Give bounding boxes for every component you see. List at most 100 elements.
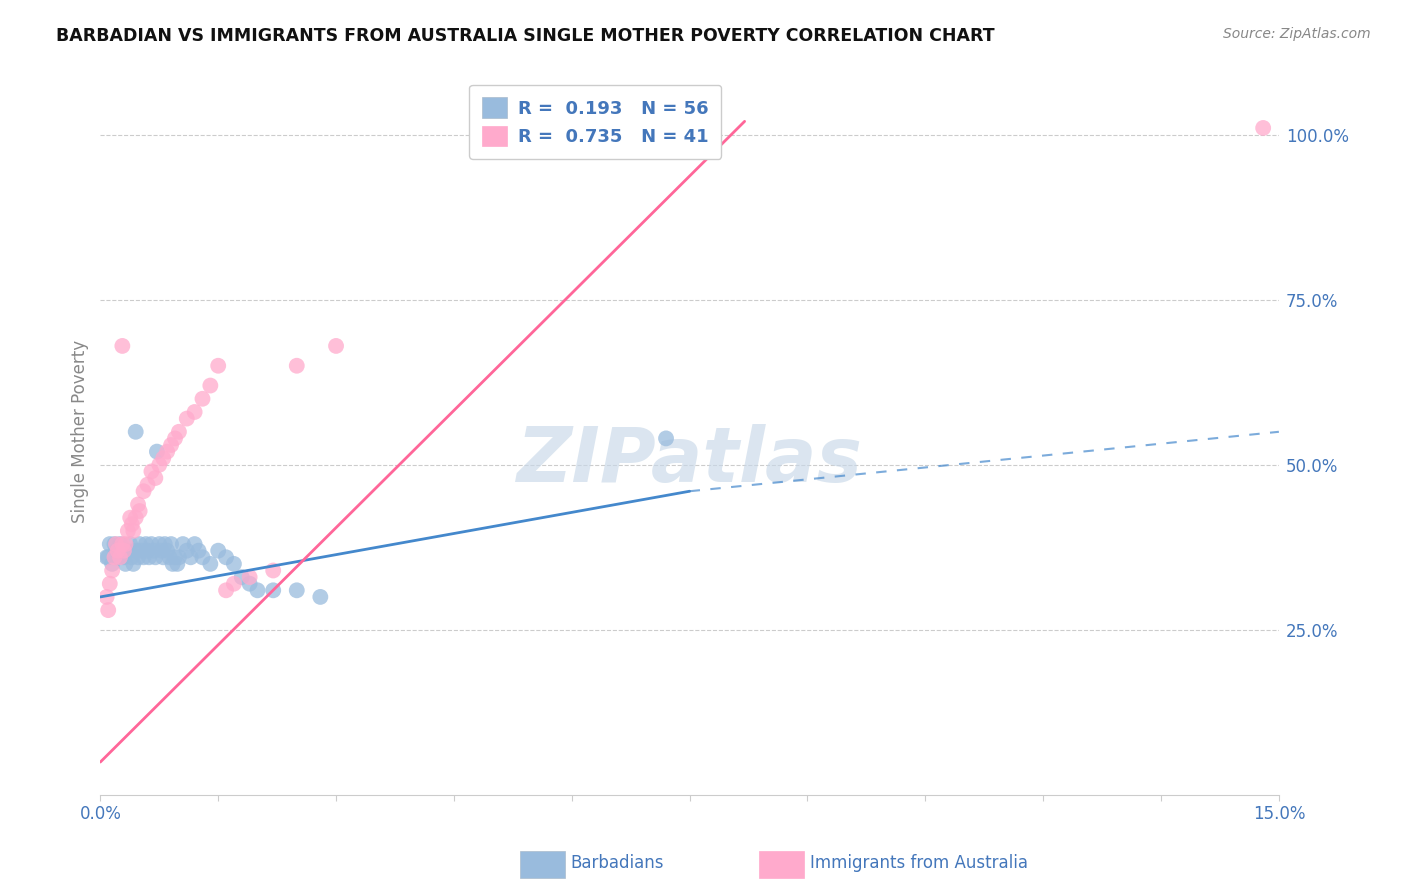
Point [163,550,186,565]
Point [207,359,229,373]
Point [129,543,152,558]
Point [655,431,678,445]
Point [136,477,159,491]
Point [215,583,238,598]
Point [167,425,190,439]
Point [146,444,169,458]
Point [136,543,159,558]
Point [121,517,143,532]
Point [125,425,148,439]
Point [141,464,163,478]
Text: BARBADIAN VS IMMIGRANTS FROM AUSTRALIA SINGLE MOTHER POVERTY CORRELATION CHART: BARBADIAN VS IMMIGRANTS FROM AUSTRALIA S… [56,27,995,45]
Point [285,583,308,598]
Text: Immigrants from Australia: Immigrants from Australia [810,855,1028,872]
Point [101,564,124,578]
Point [107,543,129,558]
Legend: R =  0.193   N = 56, R =  0.735   N = 41: R = 0.193 N = 56, R = 0.735 N = 41 [470,85,721,159]
Point [143,471,166,485]
Point [120,537,142,551]
Point [117,543,139,558]
Point [207,543,229,558]
Point [98,537,121,551]
Point [112,543,135,558]
Text: Barbadians: Barbadians [571,855,665,872]
Point [156,444,179,458]
Point [159,550,181,565]
Point [120,510,142,524]
Point [112,550,135,565]
Point [132,484,155,499]
Point [103,550,125,565]
Point [162,557,184,571]
Point [128,537,150,551]
Point [117,524,139,538]
Point [127,550,149,565]
Point [200,557,222,571]
Point [156,543,179,558]
Point [122,557,145,571]
Y-axis label: Single Mother Poverty: Single Mother Poverty [72,340,89,524]
Point [325,339,347,353]
Point [142,543,165,558]
Point [107,550,129,565]
Point [191,550,214,565]
Point [150,543,173,558]
Point [96,550,118,565]
Point [148,458,170,472]
Point [176,411,198,425]
Point [111,339,134,353]
Point [200,378,222,392]
Text: ZIPatlas: ZIPatlas [516,424,863,498]
Point [152,550,174,565]
Point [128,504,150,518]
Point [262,564,284,578]
Point [231,570,253,584]
Point [125,510,148,524]
Point [105,543,128,558]
Point [114,537,136,551]
Point [160,537,183,551]
Point [172,537,194,551]
Point [148,537,170,551]
Point [222,557,245,571]
Point [285,359,308,373]
Point [101,557,124,571]
Point [183,405,205,419]
Point [160,438,183,452]
Point [111,537,134,551]
Point [239,570,262,584]
Point [135,537,157,551]
Point [176,543,198,558]
Point [121,550,143,565]
Point [97,603,120,617]
Point [1251,120,1274,135]
Point [191,392,214,406]
Point [105,537,128,551]
Point [180,550,202,565]
Point [108,537,131,551]
Point [111,543,134,558]
Point [246,583,269,598]
Point [183,537,205,551]
Point [122,524,145,538]
Point [262,583,284,598]
Point [141,537,163,551]
Point [114,557,136,571]
Point [97,550,120,565]
Point [153,537,176,551]
Point [187,543,209,558]
Point [222,576,245,591]
Point [143,550,166,565]
Point [167,550,190,565]
Text: Source: ZipAtlas.com: Source: ZipAtlas.com [1223,27,1371,41]
Point [138,550,160,565]
Point [103,537,125,551]
Point [309,590,332,604]
Point [125,543,148,558]
Point [239,576,262,591]
Point [152,451,174,466]
Point [132,550,155,565]
Point [127,498,149,512]
Point [166,557,188,571]
Point [98,576,121,591]
